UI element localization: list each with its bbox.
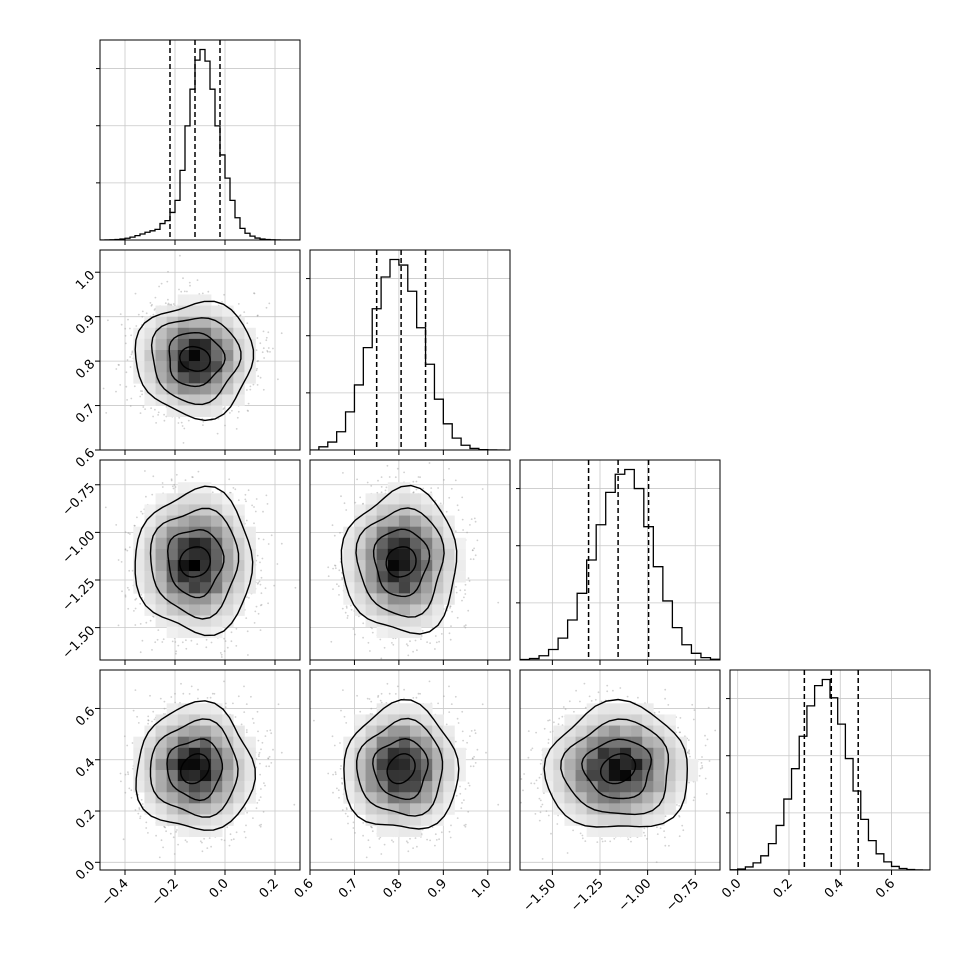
panel-frame — [729, 669, 931, 871]
x-tick-label: 0.6 — [873, 876, 898, 901]
contour-line — [560, 718, 670, 816]
density-panel-2-1 — [309, 459, 511, 665]
panel-frame — [519, 669, 721, 871]
contour-line — [599, 753, 637, 785]
density-cells — [542, 703, 699, 837]
density-cells — [343, 703, 466, 837]
histogram-panel-1 — [306, 249, 511, 455]
x-tick-label: 0.0 — [719, 876, 744, 901]
x-tick-label: −1.25 — [568, 876, 607, 915]
density-cells — [133, 294, 256, 417]
contour-line — [179, 753, 211, 785]
contour-line — [385, 546, 417, 578]
y-tick-label: 0.0 — [73, 858, 98, 883]
histogram-panel-2 — [516, 459, 721, 665]
panel-frame — [99, 249, 301, 451]
y-tick-label: 0.2 — [73, 807, 98, 832]
density-cells — [343, 482, 466, 639]
panel-frame — [99, 39, 301, 241]
contour-line — [343, 698, 460, 830]
y-tick-label: −1.50 — [60, 623, 99, 662]
contour-line — [168, 331, 226, 388]
y-tick-label: 0.6 — [73, 704, 98, 729]
contour-line — [134, 300, 255, 422]
histogram-step — [520, 468, 720, 660]
contour-line — [149, 718, 239, 818]
contour-line — [543, 698, 689, 828]
density-cells — [133, 703, 256, 837]
x-tick-label: 0.2 — [771, 876, 796, 901]
histogram-step — [310, 258, 506, 450]
histogram-step — [730, 678, 930, 870]
contour-line — [372, 737, 429, 801]
y-tick-label: 0.6 — [73, 446, 98, 471]
x-tick-label: −1.00 — [616, 876, 655, 915]
x-tick-label: −0.4 — [99, 876, 132, 909]
x-tick-label: 0.7 — [336, 876, 361, 901]
x-tick-label: 0.2 — [257, 876, 282, 901]
x-tick-label: 0.4 — [822, 876, 847, 901]
histogram-step — [100, 48, 300, 240]
panel-frame — [99, 669, 301, 871]
contour-line — [355, 717, 444, 817]
x-tick-label: 1.0 — [469, 876, 494, 901]
density-cells — [133, 482, 256, 639]
contour-line — [166, 528, 225, 599]
contour-line — [150, 317, 242, 406]
x-tick-label: 0.9 — [425, 876, 450, 901]
y-tick-label: 1.0 — [73, 268, 98, 293]
panel-frame — [519, 459, 721, 661]
y-tick-label: 0.8 — [73, 357, 98, 382]
histogram-panel-0 — [96, 39, 301, 245]
contour-line — [135, 700, 257, 831]
contour-line — [372, 528, 431, 598]
contour-line — [581, 738, 653, 800]
x-tick-label: −0.2 — [149, 876, 182, 909]
x-tick-label: −1.50 — [520, 876, 559, 915]
y-tick-label: −0.75 — [60, 481, 99, 520]
y-tick-label: 0.7 — [73, 401, 98, 426]
contour-line — [340, 484, 458, 635]
contour-line — [166, 738, 224, 802]
panels-layer: 0.60.70.80.91.0−1.50−1.25−1.00−0.750.00.… — [60, 39, 931, 915]
y-tick-label: −1.25 — [60, 576, 99, 615]
y-tick-label: 0.9 — [73, 312, 98, 337]
x-tick-label: 0.8 — [380, 876, 405, 901]
panel-frame — [99, 459, 301, 661]
y-tick-label: −1.00 — [60, 528, 99, 567]
contour-line — [149, 507, 240, 620]
density-panel-3-2: −1.50 −1.25 −1.00 −0.75 — [519, 669, 721, 915]
y-tick-label: 0.4 — [73, 756, 98, 781]
density-panel-1-0: 0.6 0.7 0.8 0.9 1.0 — [73, 249, 301, 471]
panel-frame — [309, 249, 511, 451]
contour-line — [386, 753, 416, 785]
histogram-panel-3: 0.0 0.2 0.4 0.6 — [719, 669, 931, 901]
x-tick-label: 0.0 — [207, 876, 232, 901]
density-panel-3-1: 0.6 0.7 0.8 0.9 1.0 — [292, 669, 511, 901]
x-tick-label: 0.6 — [292, 876, 317, 901]
density-panel-2-0: −1.50 −1.25 −1.00 −0.75 — [60, 459, 301, 665]
panel-frame — [309, 669, 511, 871]
contour-line — [355, 507, 445, 618]
x-tick-label: −0.75 — [663, 876, 702, 915]
panel-frame — [309, 459, 511, 661]
contour-line — [179, 345, 211, 372]
density-panel-3-0: 0.0 0.2 0.4 0.6 −0.4 −0.2 0.0 0.2 — [73, 669, 301, 909]
contour-line — [134, 485, 254, 637]
contour-line — [178, 546, 212, 578]
